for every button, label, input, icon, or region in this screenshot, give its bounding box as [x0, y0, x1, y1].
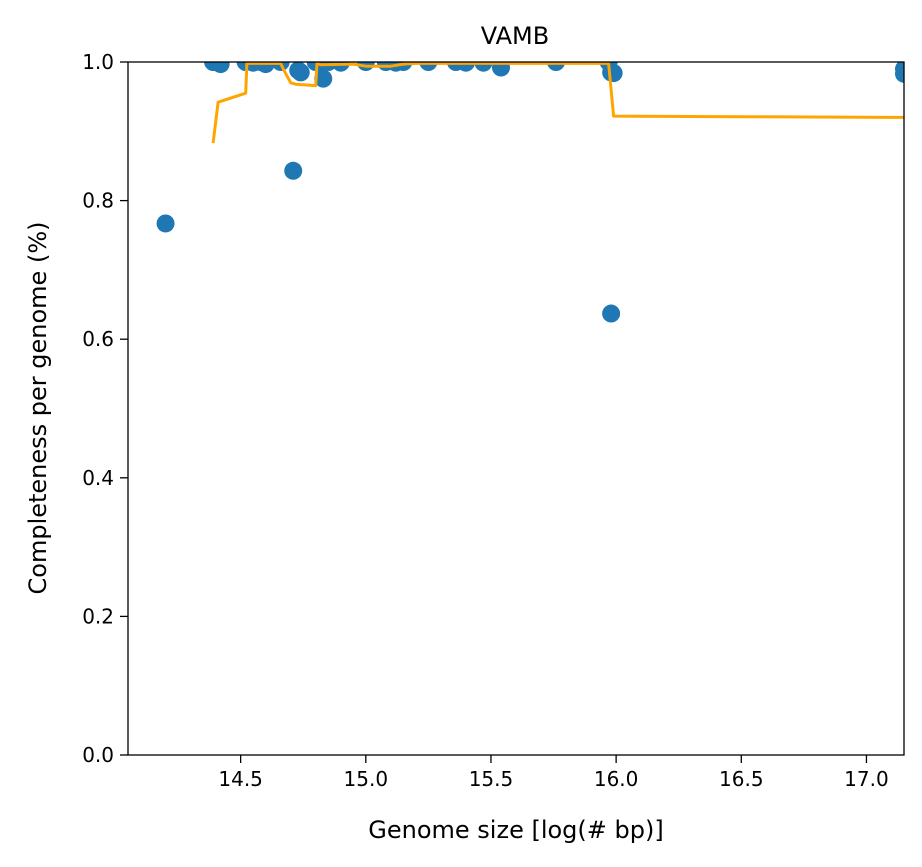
y-tick-label: 0.2 — [82, 604, 114, 628]
data-point — [895, 64, 904, 83]
y-tick-label: 0.0 — [82, 743, 114, 767]
data-points — [156, 62, 904, 323]
data-point — [291, 63, 310, 82]
x-tick-label: 14.5 — [218, 767, 263, 791]
y-tick-label: 0.6 — [82, 327, 114, 351]
y-tick-label: 1.0 — [82, 50, 114, 74]
trend-line — [211, 62, 904, 144]
x-tick-label: 16.0 — [594, 767, 639, 791]
x-tick-label: 15.0 — [344, 767, 389, 791]
trend-line-layer — [211, 62, 904, 144]
data-point — [602, 304, 621, 323]
data-point — [314, 69, 333, 88]
data-point — [604, 64, 623, 83]
data-point — [156, 214, 175, 233]
x-axis-label: Genome size [log(# bp)] — [368, 816, 663, 844]
plot-area — [156, 62, 904, 323]
y-tick-label: 0.4 — [82, 466, 114, 490]
x-tick-label: 17.0 — [844, 767, 889, 791]
data-point — [211, 62, 230, 74]
data-point — [284, 161, 303, 180]
y-axis-label: Completeness per genome (%) — [24, 222, 52, 595]
data-point — [491, 62, 510, 77]
data-point — [331, 62, 350, 72]
plot-frame — [127, 61, 905, 756]
x-tick-label: 15.5 — [469, 767, 514, 791]
y-tick-label: 0.8 — [82, 189, 114, 213]
x-axis: 14.5 15.0 15.5 16.0 16.5 17.0 — [218, 755, 889, 791]
chart-title: VAMB — [481, 22, 549, 50]
y-axis: 0.0 0.2 0.4 0.6 0.8 1.0 — [82, 50, 128, 767]
x-tick-label: 16.5 — [719, 767, 764, 791]
